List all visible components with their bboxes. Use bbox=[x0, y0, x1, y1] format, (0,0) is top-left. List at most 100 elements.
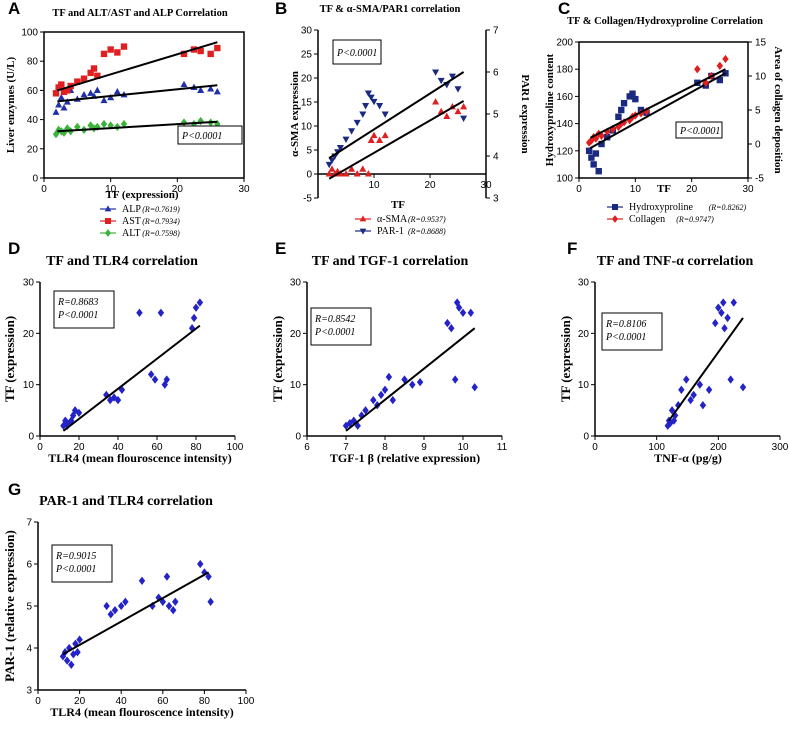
data-point bbox=[454, 107, 462, 115]
legend-marker bbox=[104, 205, 112, 212]
data-point bbox=[722, 54, 729, 64]
data-point bbox=[52, 90, 60, 97]
data-point bbox=[381, 111, 389, 118]
data-point bbox=[74, 648, 81, 657]
data-point bbox=[620, 100, 628, 107]
data-point bbox=[699, 401, 707, 410]
series-tf-vs-tnf- bbox=[664, 298, 747, 430]
x-tick-label: 11 bbox=[497, 442, 508, 453]
y-tick-label: 30 bbox=[301, 26, 313, 37]
regression-line bbox=[57, 41, 218, 92]
data-point bbox=[712, 318, 719, 328]
data-point bbox=[443, 112, 451, 119]
data-point bbox=[705, 385, 713, 394]
stats-text: P<0.0001 bbox=[336, 48, 377, 59]
x-tick-label: 6 bbox=[304, 442, 310, 453]
y-tick-label: 100 bbox=[21, 28, 38, 39]
x-tick-label: 100 bbox=[238, 696, 255, 707]
x-tick-label: 300 bbox=[772, 442, 789, 453]
legend-marker bbox=[359, 215, 367, 222]
data-point bbox=[205, 572, 212, 581]
data-point bbox=[364, 90, 372, 97]
data-point bbox=[325, 161, 333, 169]
data-point bbox=[118, 601, 125, 611]
y-axis-label-right: Area of collagen deposition bbox=[772, 46, 784, 173]
data-point bbox=[683, 375, 690, 384]
stats-box bbox=[601, 312, 663, 351]
x-tick-label: 20 bbox=[74, 696, 86, 707]
x-tick-label: 9 bbox=[421, 442, 427, 453]
plot-frame bbox=[43, 31, 245, 179]
data-point bbox=[668, 406, 676, 415]
panel-label-F: F bbox=[567, 239, 577, 258]
data-point bbox=[385, 372, 393, 382]
y-axis-label: PAR-1 (relative expression) bbox=[2, 530, 17, 682]
data-point bbox=[359, 165, 367, 172]
data-point bbox=[342, 136, 350, 144]
data-point bbox=[136, 308, 143, 317]
x-tick-label: 0 bbox=[592, 442, 598, 453]
data-point bbox=[603, 134, 611, 141]
data-point bbox=[603, 127, 611, 136]
legend-r-value: (R=0.9537) bbox=[408, 215, 446, 224]
x-tick-label: 200 bbox=[710, 442, 727, 453]
stats-text: P<0.0001 bbox=[55, 564, 96, 575]
data-point bbox=[87, 69, 94, 77]
data-point bbox=[180, 118, 188, 127]
data-point bbox=[455, 303, 463, 312]
data-point bbox=[592, 134, 600, 143]
x-axis-label: TLR4 (mean flouroscence intensity) bbox=[50, 705, 233, 719]
regression-line bbox=[62, 324, 201, 432]
data-point bbox=[207, 50, 214, 58]
legend-r-value: (R=0.9747) bbox=[676, 215, 714, 224]
x-tick-label: 40 bbox=[112, 442, 124, 453]
data-point bbox=[401, 375, 408, 384]
legend-label: Hydroxyproline bbox=[629, 202, 693, 213]
regression-line bbox=[57, 120, 218, 133]
y-right-tick-label: -5 bbox=[755, 174, 764, 185]
data-point bbox=[328, 165, 336, 172]
chart-title-E: TF and TGF-1 correlation bbox=[312, 254, 469, 269]
data-point bbox=[353, 119, 361, 127]
stats-box bbox=[177, 125, 243, 145]
x-tick-label: 80 bbox=[199, 696, 211, 707]
data-point bbox=[626, 116, 633, 125]
legend-label: AST bbox=[122, 216, 141, 227]
regression-line bbox=[328, 71, 465, 159]
data-point bbox=[459, 308, 467, 317]
data-point bbox=[721, 324, 728, 333]
data-point bbox=[595, 168, 602, 175]
x-tick-label: 0 bbox=[37, 442, 43, 453]
regression-line bbox=[668, 317, 744, 422]
series-alt bbox=[52, 116, 221, 139]
chart-title-F: TF and TNF-α correlation bbox=[597, 254, 754, 269]
legend-r-value: (R=0.7598) bbox=[142, 229, 180, 238]
data-point bbox=[362, 406, 369, 415]
data-point bbox=[342, 170, 350, 177]
data-point bbox=[63, 98, 71, 105]
y-tick-label: 30 bbox=[23, 278, 35, 289]
legend-marker bbox=[105, 229, 111, 237]
data-point bbox=[409, 380, 416, 389]
data-point bbox=[696, 380, 704, 389]
series-collagen bbox=[585, 54, 729, 147]
data-point bbox=[60, 104, 68, 111]
legend-r-value: (R=0.7619) bbox=[142, 205, 180, 214]
data-point bbox=[588, 136, 595, 145]
series-par-1 bbox=[325, 69, 468, 169]
data-point bbox=[170, 606, 177, 615]
data-point bbox=[367, 94, 375, 102]
regression-line bbox=[62, 571, 210, 656]
regression-line bbox=[589, 68, 726, 139]
data-point bbox=[348, 128, 356, 135]
data-point bbox=[730, 298, 737, 307]
data-point bbox=[147, 370, 155, 379]
data-point bbox=[687, 395, 694, 405]
data-point bbox=[370, 395, 377, 405]
data-point bbox=[103, 601, 110, 611]
data-point bbox=[197, 86, 205, 93]
y-tick-label: 100 bbox=[556, 174, 573, 185]
y-tick-label: 30 bbox=[290, 278, 302, 289]
x-tick-label: 80 bbox=[190, 442, 202, 453]
